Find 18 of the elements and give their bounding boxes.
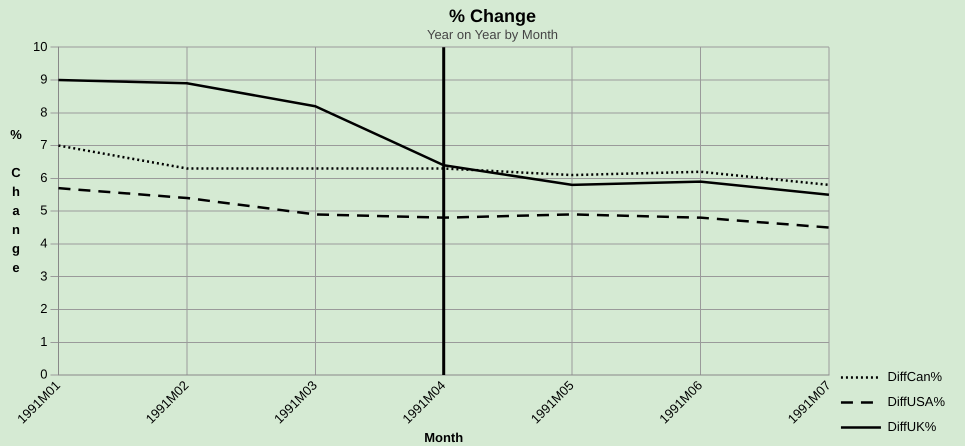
y-tick-label: 8: [40, 104, 48, 120]
y-tick-label: 0: [40, 366, 48, 382]
y-tick-label: 10: [32, 38, 48, 54]
legend-label: DiffUSA%: [887, 394, 946, 410]
y-tick-label: 1: [40, 334, 48, 349]
y-tick-label: 5: [40, 202, 48, 218]
chart-title: % Change: [448, 6, 536, 26]
legend-label: DiffUK%: [887, 419, 937, 434]
text: % Change: [10, 127, 22, 275]
legend-label: DiffCan%: [887, 369, 943, 384]
chart-subtitle: Year on Year by Month: [426, 26, 558, 42]
y-tick-label: 9: [40, 72, 48, 87]
y-tick-label: 3: [40, 268, 48, 284]
y-tick-label: 4: [40, 235, 48, 250]
y-tick-label: 2: [40, 301, 48, 316]
y-tick-label: 7: [40, 137, 48, 152]
x-axis-title: Month: [424, 430, 464, 445]
y-tick-label: 6: [40, 170, 48, 185]
